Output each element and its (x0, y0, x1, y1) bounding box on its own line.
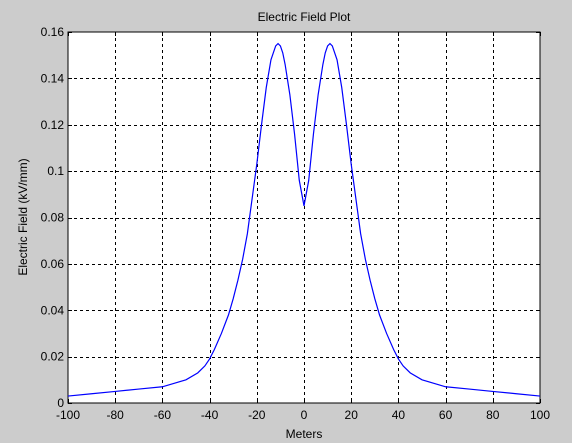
x-tick-label: 60 (439, 408, 453, 422)
x-tick-label: -60 (154, 408, 172, 422)
y-tick-label: 0.08 (41, 211, 65, 225)
x-tick-label: 20 (345, 408, 359, 422)
x-tick-label: 0 (301, 408, 308, 422)
x-tick-label: 100 (530, 408, 550, 422)
x-axis-label: Meters (286, 427, 323, 441)
electric-field-series-line (67, 42, 541, 397)
y-tick-label: 0.14 (41, 71, 65, 85)
y-tick-label: 0 (57, 396, 64, 410)
x-tick-label: -80 (107, 408, 125, 422)
x-tick-label: -100 (56, 408, 80, 422)
y-tick-label: 0.02 (41, 350, 65, 364)
axis-ticks: -100 -80 -60 -40 -20 0 20 40 60 80 100 0 0.02 0.04 0.0… (41, 25, 551, 422)
y-tick-label: 0.16 (41, 25, 65, 39)
chart-title: Electric Field Plot (258, 10, 351, 24)
y-tick-label: 0.04 (41, 303, 65, 317)
grid-lines (68, 32, 540, 403)
x-tick-label: 80 (486, 408, 500, 422)
x-tick-label: -40 (201, 408, 219, 422)
x-tick-label: -20 (248, 408, 266, 422)
y-axis-label: Electric Field (kV/mm) (16, 158, 30, 275)
y-tick-label: 0.1 (47, 164, 64, 178)
x-tick-label: 40 (392, 408, 406, 422)
y-tick-label: 0.12 (41, 118, 65, 132)
y-tick-label: 0.06 (41, 257, 65, 271)
